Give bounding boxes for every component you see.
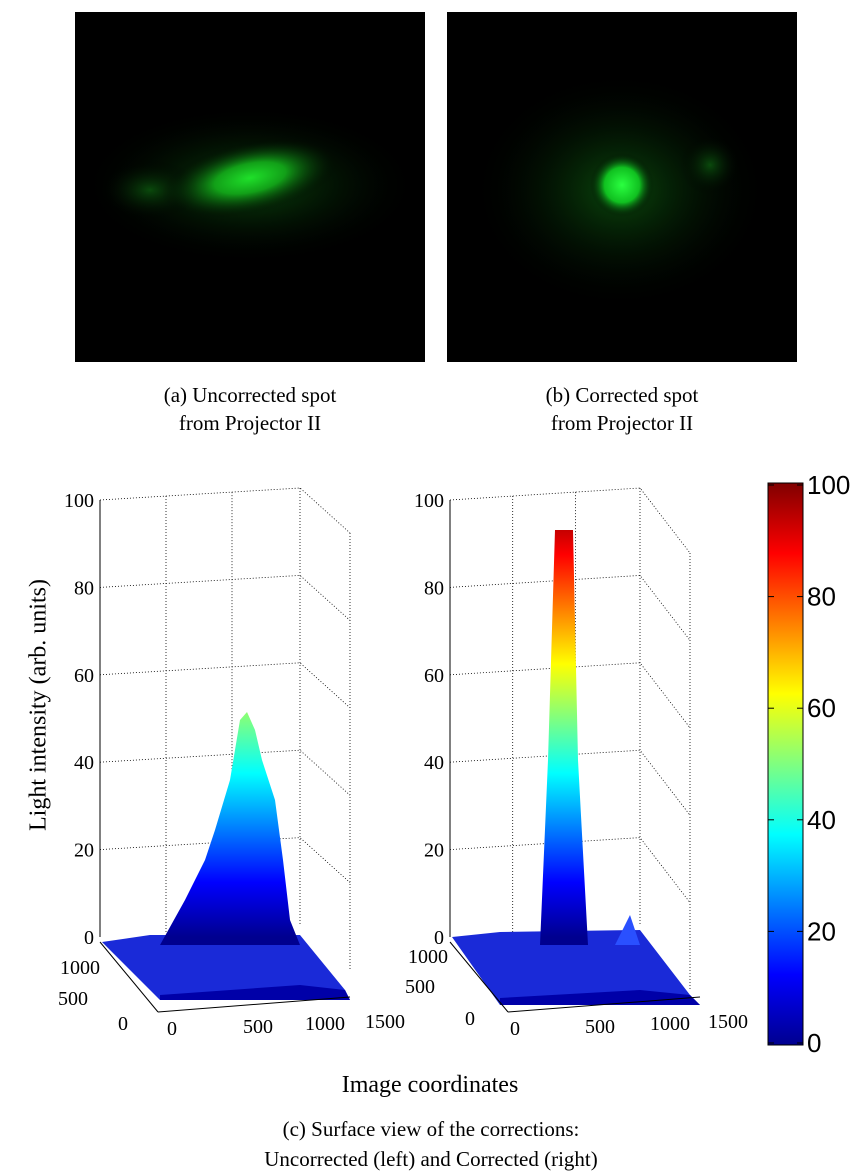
colorbar-tick-label: 100 — [807, 470, 850, 500]
colorbar — [767, 482, 804, 1046]
surface-uncorrected — [102, 712, 350, 1000]
z-tick-label: 60 — [74, 665, 94, 687]
y-tick-label: 1000 — [60, 957, 100, 979]
z-tick-label: 60 — [424, 665, 444, 687]
grid-line — [99, 749, 351, 796]
y-axis-label: Light intensity (arb. units) — [26, 579, 52, 831]
y-tick-label: 1000 — [408, 946, 448, 968]
grid-line — [99, 662, 351, 709]
y-axis — [449, 941, 509, 1013]
grid-line — [449, 837, 691, 903]
y-tick-label: 500 — [405, 976, 435, 998]
x-tick-label: 1500 — [365, 1011, 405, 1033]
x-tick-label: 0 — [167, 1018, 177, 1040]
caption-a-line2: from Projector II — [179, 411, 321, 435]
x-axis — [157, 996, 351, 1013]
y-tick-label: 0 — [118, 1013, 128, 1035]
image-uncorrected — [75, 12, 425, 362]
caption-b-line2: from Projector II — [551, 411, 693, 435]
z-tick-label: 20 — [74, 840, 94, 862]
grid-line — [449, 662, 691, 729]
grid-line — [449, 574, 691, 641]
caption-a-line1: (a) Uncorrected spot — [164, 383, 337, 407]
colorbar-tick-label: 0 — [807, 1028, 821, 1058]
z-tick-label: 40 — [74, 752, 94, 774]
z-tick-label: 20 — [424, 840, 444, 862]
y-axis — [99, 941, 159, 1013]
z-tick-label: 40 — [424, 752, 444, 774]
y-tick-label: 500 — [58, 988, 88, 1010]
caption-c-line1: (c) Surface view of the corrections: — [283, 1117, 580, 1141]
grid-line — [449, 749, 691, 816]
z-tick-label: 100 — [64, 490, 94, 512]
z-tick-label: 80 — [424, 577, 444, 599]
colorbar-tick-label: 40 — [807, 805, 836, 835]
x-tick-label: 500 — [243, 1016, 273, 1038]
x-tick-label: 1000 — [305, 1013, 345, 1035]
grid-line — [99, 837, 351, 883]
grid-line — [449, 487, 691, 554]
x-axis-label: Image coordinates — [342, 1072, 519, 1098]
surface-corrected — [452, 530, 700, 1005]
colorbar-tick-label: 60 — [807, 693, 836, 723]
z-tick-label: 0 — [84, 927, 94, 949]
x-axis — [507, 996, 701, 1013]
z-tick-label: 80 — [74, 577, 94, 599]
y-tick-label: 0 — [465, 1008, 475, 1030]
x-tick-label: 1500 — [708, 1011, 748, 1033]
colorbar-tick-label: 80 — [807, 582, 836, 612]
caption-b-line1: (b) Corrected spot — [546, 383, 699, 407]
grid-line — [99, 487, 351, 534]
x-tick-label: 500 — [585, 1016, 615, 1038]
z-tick-label: 0 — [434, 927, 444, 949]
grid-line — [99, 574, 351, 621]
image-corrected — [447, 12, 797, 362]
x-tick-label: 1000 — [650, 1013, 690, 1035]
z-tick-label: 100 — [414, 490, 444, 512]
colorbar-tick-label: 20 — [807, 916, 836, 946]
caption-c-line2: Uncorrected (left) and Corrected (right) — [264, 1147, 598, 1171]
x-tick-label: 0 — [510, 1018, 520, 1040]
